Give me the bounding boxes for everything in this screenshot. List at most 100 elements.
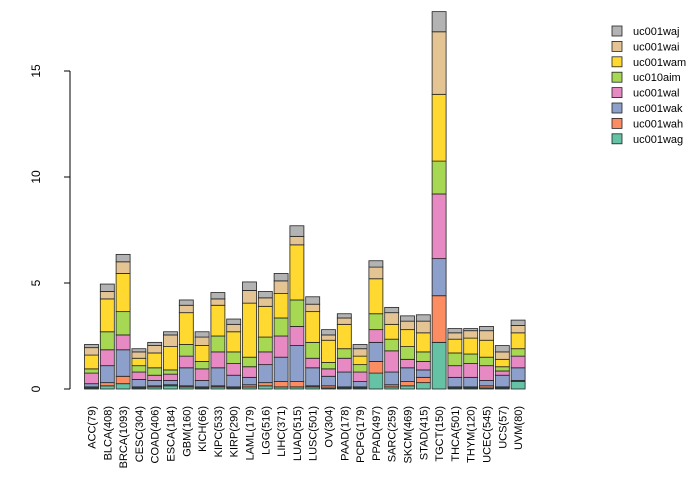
bar-segment-uc001wam <box>510 332 526 350</box>
bar-segment-uc001wal <box>257 351 273 366</box>
bar-segment-uc001waj <box>305 296 321 305</box>
x-tick-label: ACC(79) <box>87 406 99 449</box>
bar-segment-uc001waj <box>194 331 210 338</box>
y-axis: 0 5 10 15 <box>29 64 71 392</box>
bar-segment-uc001wai <box>115 261 131 274</box>
bar-segment-uc001wal <box>99 349 115 367</box>
bar-segment-uc010aim <box>131 365 147 373</box>
bar-segment-uc010aim <box>210 335 226 353</box>
bar-segment-uc001wam <box>163 346 178 371</box>
bar-segment-uc001wai <box>273 280 289 295</box>
bar-segment-uc001wak <box>84 383 99 388</box>
x-tick-label: LUSC(501) <box>308 406 320 461</box>
bar-segment-uc001waj <box>210 292 226 300</box>
legend-label: uc001wal <box>633 88 679 100</box>
bar-segment-uc001wam <box>305 311 321 343</box>
bar-segment-uc001wag <box>99 385 115 390</box>
bar-segment-uc001wal <box>336 357 352 373</box>
bar-segment-uc001wam <box>289 244 305 301</box>
bar-segment-uc001wal <box>494 370 510 376</box>
bar-segment-uc001wal <box>226 363 242 376</box>
bar-segment-uc001waj <box>352 344 368 350</box>
bar-segment-uc001wal <box>463 363 479 378</box>
bar-segment-uc001waj <box>242 281 257 291</box>
bar-segment-uc001wam <box>210 304 226 337</box>
bar-segment-uc001wal <box>431 193 447 260</box>
bar-segment-uc001wam <box>194 345 210 362</box>
bar-segment-uc001waj <box>494 345 510 353</box>
legend-label: uc001wam <box>633 57 686 69</box>
bar-segment-uc001wal <box>84 372 99 385</box>
bar-segment-uc001wak <box>479 380 494 387</box>
bar-segment-uc010aim <box>431 160 447 195</box>
bar-segment-uc001waj <box>147 341 163 346</box>
bar-segment-uc010aim <box>400 346 415 360</box>
y-tick-label: 5 <box>29 279 43 286</box>
bar-segment-uc001wam <box>99 298 115 333</box>
bar-segment-uc001wal <box>447 365 463 378</box>
bar-segment-uc010aim <box>447 352 463 367</box>
bar-segment-uc001waj <box>257 291 273 299</box>
bar-segment-uc001wai <box>305 303 321 313</box>
bar-segment-uc001wak <box>242 376 257 386</box>
x-tick-label: CESC(304) <box>134 406 146 462</box>
bar-segment-uc001wah <box>415 376 431 384</box>
x-tick-label: LUAD(515) <box>292 406 304 461</box>
legend-swatch <box>611 71 623 83</box>
bar-segment-uc001wak <box>494 374 510 388</box>
bar-segment-uc001waj <box>289 225 305 237</box>
bar-segment-uc001wah <box>273 381 289 388</box>
x-tick-label: SKCM(469) <box>403 406 415 463</box>
bar-segment-uc010aim <box>305 341 321 359</box>
bar-segment-uc001wai <box>400 320 415 331</box>
x-tick-label: KIPC(533) <box>213 406 225 457</box>
bar-segment-uc001waj <box>431 11 447 33</box>
bar-segment-uc001wak <box>447 376 463 388</box>
bar-segment-uc001wak <box>463 376 479 388</box>
bar-segment-uc001wai <box>447 332 463 340</box>
bar-segment-uc001wai <box>131 351 147 359</box>
bar-segment-uc001wal <box>321 368 336 377</box>
bar-segment-uc010aim <box>463 353 479 364</box>
bar-segment-uc001wal <box>368 329 384 343</box>
x-tick-label: ESCA(184) <box>166 406 178 462</box>
y-tick-label: 10 <box>29 170 43 184</box>
legend: uc001waj uc001wai uc001wam uc010aim uc001wal… <box>611 25 686 146</box>
bar-segment-uc001wam <box>321 339 336 363</box>
bar-segment-uc010aim <box>226 351 242 364</box>
bar-segment-uc001wam <box>84 354 99 370</box>
bar-segment-uc001wak <box>99 365 115 384</box>
legend-label: uc010aim <box>633 72 681 84</box>
bar-segment-uc001waj <box>115 253 131 263</box>
bar-segment-uc001wag <box>368 372 384 390</box>
bar-segment-uc001wai <box>336 317 352 325</box>
bar-segment-uc001wak <box>257 364 273 384</box>
legend-label: uc001wag <box>633 134 683 146</box>
bar-segment-uc001wah <box>368 361 384 374</box>
x-tick-label: THYM(120) <box>466 406 478 463</box>
bar-segment-uc010aim <box>336 348 352 359</box>
legend-swatch <box>611 133 623 145</box>
bar-segment-uc001wal <box>242 366 257 378</box>
bar-segment-uc001wak <box>226 374 242 388</box>
x-tick-label: BRCA(1093) <box>118 406 130 468</box>
bar-segment-uc001wak <box>305 367 321 387</box>
bar-segment-uc001wag <box>415 382 431 390</box>
x-tick-label: UCEC(545) <box>482 406 494 463</box>
bar-segment-uc001wam <box>494 358 510 368</box>
x-tick-label: PCPG(179) <box>355 406 367 463</box>
bar-segment-uc010aim <box>257 336 273 353</box>
bar-segment-uc001wal <box>131 371 147 380</box>
legend-label: uc001wah <box>633 118 683 130</box>
x-tick-label: THCA(501) <box>450 406 462 462</box>
bar-segment-uc001wak <box>368 341 384 362</box>
x-tick-label: STAD(415) <box>418 406 430 460</box>
legend-swatch <box>611 56 623 68</box>
bar-segment-uc001wai <box>352 348 368 357</box>
x-tick-label: BLCA(408) <box>102 406 114 460</box>
x-tick-label: LAML(179) <box>245 406 257 460</box>
bar-segment-uc001wal <box>210 351 226 369</box>
bar-segment-uc001wak <box>400 367 415 382</box>
x-tick-label: LIHC(371) <box>276 406 288 457</box>
bar-segment-uc001wal <box>194 368 210 381</box>
